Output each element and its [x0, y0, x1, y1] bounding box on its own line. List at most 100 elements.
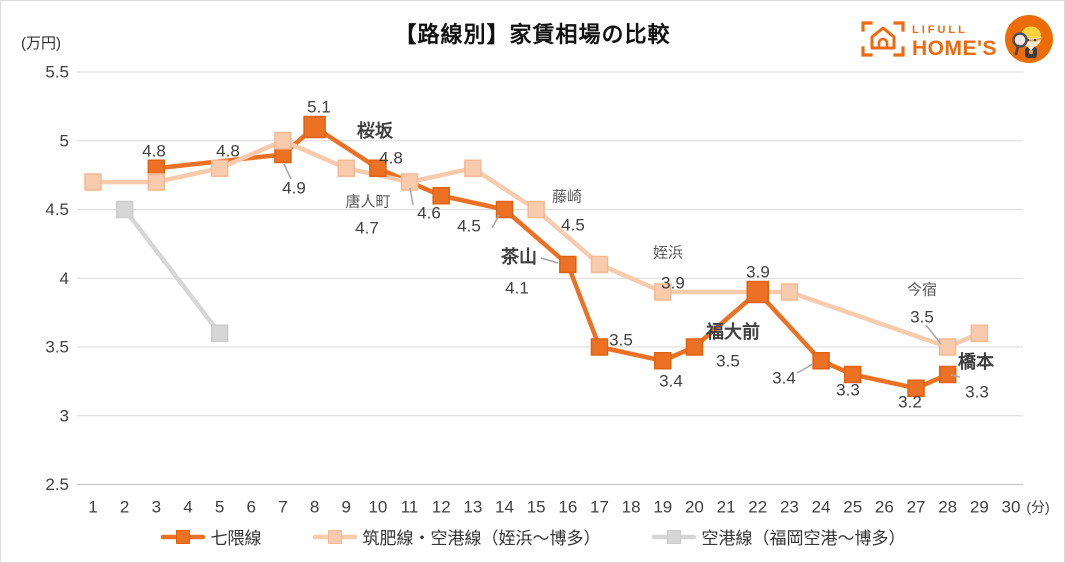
svg-text:9: 9 — [342, 498, 351, 517]
data-point-chikuhi-airport-line — [464, 159, 482, 177]
data-point-nanakuma-line — [654, 352, 672, 370]
svg-text:20: 20 — [685, 498, 704, 517]
station-label: 唐人町 — [345, 194, 390, 211]
svg-text:2: 2 — [120, 498, 129, 517]
data-point-airport-line — [210, 324, 229, 342]
data-point-nanakuma-line — [369, 159, 387, 177]
data-point-nanakuma-line — [938, 365, 957, 384]
data-point-chikuhi-airport-line — [274, 132, 292, 150]
svg-text:3.5: 3.5 — [45, 338, 69, 357]
svg-text:5: 5 — [215, 498, 224, 517]
y-axis-unit-label: (万円) — [21, 35, 61, 52]
data-point-chikuhi-airport-line — [938, 338, 957, 356]
value-label: 4.1 — [505, 279, 529, 298]
data-point-chikuhi-airport-line — [527, 200, 545, 219]
homes-mascot-icon — [1004, 14, 1054, 69]
y-axis-tick-labels: 5.5 5 4.5 4 3.5 3 2.5 — [45, 63, 69, 495]
legend-marker-airport-line — [651, 529, 696, 544]
series-line-airport-line — [122, 207, 222, 336]
svg-text:15: 15 — [527, 498, 546, 517]
data-point-nanakuma-line — [559, 255, 577, 274]
svg-text:5.5: 5.5 — [45, 63, 69, 82]
svg-text:4: 4 — [183, 498, 192, 517]
value-label: 4.9 — [282, 179, 306, 198]
svg-text:25: 25 — [843, 498, 862, 517]
series-markers — [84, 115, 989, 397]
data-point-nanakuma-line — [907, 379, 925, 397]
value-label: 4.5 — [561, 216, 585, 235]
station-label: 福大前 — [705, 321, 760, 342]
svg-text:4: 4 — [60, 269, 69, 288]
data-point-nanakuma-line — [590, 338, 609, 356]
data-point-nanakuma-line — [432, 187, 450, 205]
value-label: 3.3 — [965, 383, 989, 402]
data-point-nanakuma-line — [495, 200, 514, 219]
data-point-chikuhi-airport-line — [970, 324, 989, 342]
svg-text:24: 24 — [812, 498, 831, 517]
data-labels: 4.8 4.8 5.1 4.9 桜坂 4.8 唐人町 4.7 4.6 4.5 藤崎 4.5 茶山 4.1 姪… — [142, 98, 994, 412]
value-label: 4.7 — [355, 219, 379, 238]
legend-label-airport-line: 空港線（福岡空港～博多） — [701, 529, 906, 548]
value-label: 4.6 — [417, 204, 441, 223]
value-label: 3.5 — [910, 308, 934, 327]
svg-text:26: 26 — [875, 498, 894, 517]
data-point-nanakuma-line — [685, 338, 704, 356]
label-leader-lines — [283, 163, 961, 378]
x-axis-tick-labels: 1 2 3 4 5 6 7 8 9 10 11 12 13 14 15 16 17 18 19 20 21 22 23 24 2… — [88, 498, 1049, 517]
legend-label-nanakuma-line: 七隈線 — [210, 529, 262, 548]
svg-text:18: 18 — [622, 498, 641, 517]
value-label: 4.8 — [142, 142, 166, 161]
svg-text:10: 10 — [368, 498, 387, 517]
value-label: 3.4 — [659, 372, 683, 391]
svg-text:29: 29 — [970, 498, 989, 517]
legend-item-nanakuma-line: 七隈線 — [160, 524, 262, 549]
logo-lifull-text: LIFULL — [911, 23, 968, 36]
data-point-nanakuma-line — [746, 280, 770, 304]
logo-homes-text: HOME'S — [911, 36, 997, 60]
legend-item-airport-line: 空港線（福岡空港～博多） — [651, 524, 906, 549]
svg-text:2.5: 2.5 — [45, 475, 69, 494]
svg-text:19: 19 — [653, 498, 672, 517]
station-label: 桜坂 — [357, 120, 394, 141]
svg-text:11: 11 — [401, 498, 419, 517]
svg-text:6: 6 — [247, 498, 256, 517]
svg-text:8: 8 — [310, 498, 319, 517]
svg-text:3: 3 — [60, 406, 69, 425]
legend-marker-nanakuma-line — [160, 529, 205, 544]
data-point-nanakuma-line — [812, 352, 830, 370]
value-label: 3.3 — [836, 381, 860, 400]
svg-text:17: 17 — [590, 498, 609, 517]
data-point-chikuhi-airport-line — [780, 283, 799, 301]
value-label: 3.4 — [772, 369, 796, 388]
svg-text:14: 14 — [495, 498, 514, 517]
value-label: 3.2 — [898, 393, 922, 412]
series-line-nanakuma-line — [154, 124, 950, 391]
value-label: 5.1 — [307, 98, 331, 117]
lifull-homes-logo: LIFULL HOME'S — [861, 14, 1054, 69]
svg-text:23: 23 — [780, 498, 799, 517]
gridlines — [77, 71, 1023, 485]
svg-text:12: 12 — [432, 498, 451, 517]
svg-text:28: 28 — [938, 498, 957, 517]
legend-marker-chikuhi-airport-line — [312, 529, 357, 544]
data-point-chikuhi-airport-line — [400, 173, 419, 191]
value-label: 3.9 — [746, 263, 770, 282]
data-point-nanakuma-line — [843, 365, 862, 384]
legend-label-chikuhi-airport-line: 筑肥線・空港線（姪浜～博多） — [362, 529, 601, 548]
svg-text:1: 1 — [88, 498, 97, 517]
svg-text:13: 13 — [463, 498, 482, 517]
value-label: 4.8 — [379, 149, 403, 168]
chart-legend: 七隈線 筑肥線・空港線（姪浜～博多） 空港線（福岡空港～博多） — [1, 524, 1064, 549]
svg-text:21: 21 — [717, 498, 736, 517]
data-point-chikuhi-airport-line — [84, 173, 102, 191]
value-label: 4.5 — [457, 217, 481, 236]
value-label: 3.9 — [661, 274, 685, 293]
station-label: 藤崎 — [552, 189, 582, 206]
data-point-airport-line — [115, 200, 134, 219]
data-point-chikuhi-airport-line — [147, 173, 166, 191]
svg-text:5: 5 — [60, 131, 69, 150]
data-point-chikuhi-airport-line — [654, 283, 672, 301]
data-point-chikuhi-airport-line — [210, 159, 229, 177]
